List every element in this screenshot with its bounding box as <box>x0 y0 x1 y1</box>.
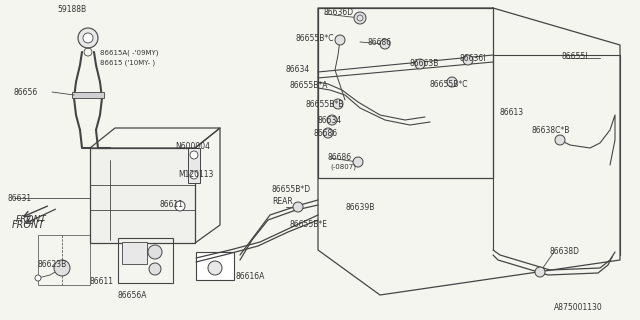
Text: 86655B*C: 86655B*C <box>430 80 468 89</box>
Text: 86611: 86611 <box>90 277 114 286</box>
Text: 86686: 86686 <box>328 153 352 162</box>
Text: 86663B: 86663B <box>410 59 440 68</box>
Bar <box>118 238 173 283</box>
Text: REAR: REAR <box>272 197 292 206</box>
Text: 86655B*E: 86655B*E <box>289 220 327 229</box>
Text: 86656A: 86656A <box>118 291 147 300</box>
Circle shape <box>327 115 337 125</box>
Circle shape <box>463 55 473 65</box>
Circle shape <box>555 135 565 145</box>
Circle shape <box>353 157 363 167</box>
Text: 86638C*B: 86638C*B <box>532 126 570 135</box>
Circle shape <box>415 59 425 69</box>
Circle shape <box>335 35 345 45</box>
Bar <box>318 8 493 178</box>
Circle shape <box>535 267 545 277</box>
Text: 86634: 86634 <box>318 116 342 125</box>
Circle shape <box>333 99 343 109</box>
Text: 86616A: 86616A <box>236 272 266 281</box>
Circle shape <box>148 245 162 259</box>
Circle shape <box>78 28 98 48</box>
Circle shape <box>208 261 222 275</box>
Circle shape <box>447 77 457 87</box>
Text: 86686: 86686 <box>368 38 392 47</box>
Text: 86623B: 86623B <box>38 260 67 269</box>
Bar <box>72 92 104 98</box>
Text: 86655B*D: 86655B*D <box>272 185 311 194</box>
Text: FRONT: FRONT <box>12 220 45 230</box>
Bar <box>196 252 234 280</box>
Circle shape <box>149 263 161 275</box>
Text: 86686: 86686 <box>314 129 338 138</box>
Circle shape <box>293 202 303 212</box>
Text: 86615A( -'09MY): 86615A( -'09MY) <box>100 50 159 57</box>
Text: 86631: 86631 <box>8 194 32 203</box>
Text: 86611: 86611 <box>160 200 184 209</box>
Text: A875001130: A875001130 <box>554 303 603 312</box>
Bar <box>188 148 200 183</box>
Text: FRONT: FRONT <box>16 215 47 224</box>
Circle shape <box>323 128 333 138</box>
Circle shape <box>54 260 70 276</box>
Circle shape <box>83 33 93 43</box>
Text: 86639B: 86639B <box>346 203 376 212</box>
Text: (-0807): (-0807) <box>330 164 356 171</box>
Text: 86636I: 86636I <box>460 54 486 63</box>
Text: 86636D: 86636D <box>323 8 353 17</box>
Bar <box>38 235 90 285</box>
Text: 86615 ('10MY- ): 86615 ('10MY- ) <box>100 60 155 67</box>
Circle shape <box>380 39 390 49</box>
Text: 86613: 86613 <box>499 108 523 117</box>
Text: N600004: N600004 <box>175 142 210 151</box>
Circle shape <box>190 151 198 159</box>
Circle shape <box>175 201 185 211</box>
Bar <box>90 148 195 243</box>
Text: 86655B*A: 86655B*A <box>290 81 328 90</box>
Text: 86655I: 86655I <box>562 52 589 61</box>
Circle shape <box>35 275 41 281</box>
Circle shape <box>354 12 366 24</box>
Text: 86655B*B: 86655B*B <box>305 100 344 109</box>
Text: M120113: M120113 <box>178 170 213 179</box>
Bar <box>122 242 147 264</box>
Text: 86655B*C: 86655B*C <box>295 34 333 43</box>
Text: 86656: 86656 <box>14 88 38 97</box>
Text: 59188B: 59188B <box>57 5 86 14</box>
Text: 86638D: 86638D <box>550 247 580 256</box>
Text: 86634: 86634 <box>286 65 310 74</box>
Circle shape <box>190 171 198 179</box>
